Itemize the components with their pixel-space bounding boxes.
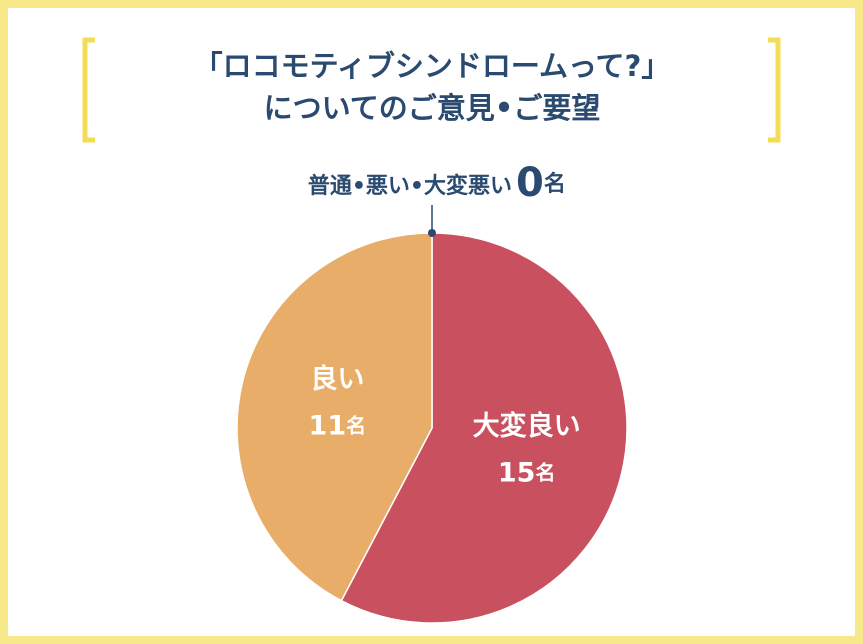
bracket-left bbox=[82, 37, 95, 143]
slice-label: 普通•悪い•大変悪い bbox=[308, 173, 512, 199]
slice-label: 大変良い bbox=[473, 410, 581, 442]
chart-title: 「ロコモティブシンドロームって?」 bbox=[194, 49, 671, 83]
pie-slice bbox=[428, 229, 436, 237]
slice-label: 良い bbox=[310, 363, 364, 395]
value-label: 11名 bbox=[309, 410, 367, 441]
bracket-right bbox=[768, 37, 781, 143]
pie-slice bbox=[340, 232, 628, 624]
chart-title: についてのご意見•ご要望 bbox=[264, 91, 601, 125]
value-label: 15名 bbox=[498, 457, 556, 488]
value-label: 0名 bbox=[516, 160, 566, 206]
pie-slice bbox=[236, 232, 433, 602]
